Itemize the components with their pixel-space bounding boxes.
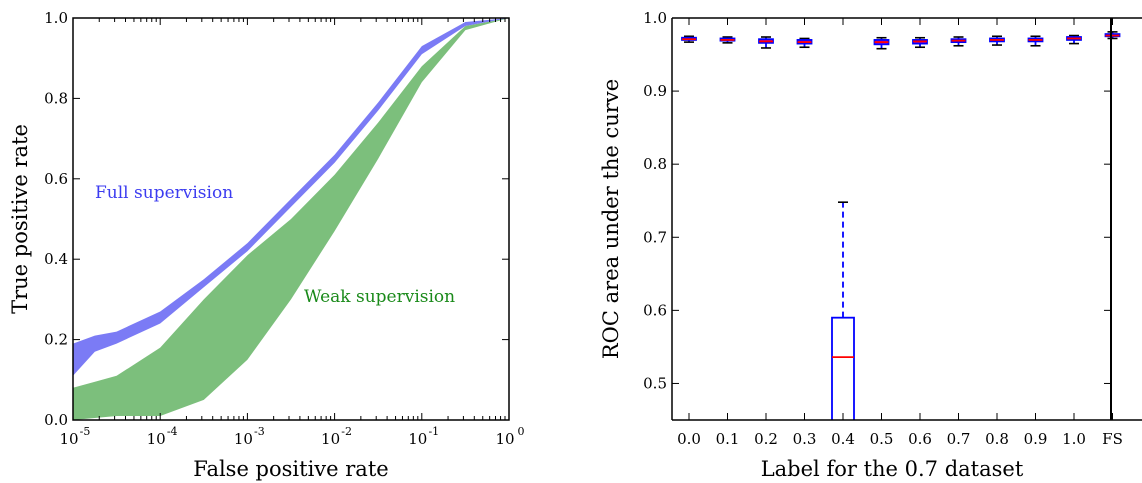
- left-axis-ticks: 10 -5 10 -4 10 -3 10 -2 10 -1 10 00.00.20.40.60.81.…: [44, 9, 524, 448]
- right-x-tick-label: 0.3: [793, 430, 817, 448]
- right-x-tick-label: 0.7: [947, 430, 971, 448]
- left-x-tick-label: 10: [59, 430, 78, 448]
- left-x-tick-label: 10: [495, 430, 514, 448]
- right-y-tick-label: 0.7: [643, 228, 667, 246]
- left-x-axis-label: False positive rate: [193, 457, 388, 481]
- left-x-tick-exponent: -4: [167, 425, 178, 438]
- left-y-tick-label: 1.0: [44, 9, 68, 27]
- right-y-tick-label: 0.8: [643, 155, 667, 173]
- weak-supervision-band: [73, 18, 509, 420]
- left-x-tick-exponent: -3: [254, 425, 265, 438]
- right-x-tick-label: 1.0: [1062, 430, 1086, 448]
- right-x-tick-label: 0.2: [754, 430, 778, 448]
- left-x-tick-label: 10: [234, 430, 253, 448]
- left-plot-frame: [72, 17, 510, 421]
- right-x-tick-label: 0.1: [716, 430, 740, 448]
- left-x-tick-exponent: -1: [428, 425, 439, 438]
- weak-supervision-label: Weak supervision: [304, 287, 455, 307]
- left-x-tick-exponent: -5: [80, 425, 91, 438]
- right-y-tick-label: 0.5: [643, 374, 667, 392]
- right-x-axis-label: Label for the 0.7 dataset: [761, 457, 1024, 481]
- right-y-tick-label: 1.0: [643, 9, 667, 27]
- full-supervision-label: Full supervision: [95, 183, 233, 203]
- left-x-tick-label: 10: [321, 430, 340, 448]
- left-y-tick-label: 0.4: [44, 250, 68, 268]
- roc-curve-panel: 10 -5 10 -4 10 -3 10 -2 10 -1 10 00.00.20.40.60.81.…: [8, 9, 525, 481]
- right-x-tick-label: 0.6: [908, 430, 932, 448]
- left-y-axis-label: True positive rate: [8, 124, 32, 314]
- boxplots: [681, 31, 1121, 420]
- left-x-tick-label: 10: [147, 430, 166, 448]
- right-x-tick-label: FS: [1102, 430, 1123, 448]
- right-x-tick-label: 0.9: [1024, 430, 1048, 448]
- right-axis-ticks: 0.0 0.1 0.2 0.3 0.4 0.5 0.6 0.7 0.8 0.9 1.0 FS 0.5 0.…: [643, 9, 1123, 448]
- left-y-tick-label: 0.8: [44, 89, 68, 107]
- right-x-tick-label: 0.8: [985, 430, 1009, 448]
- left-x-tick-exponent: -2: [341, 425, 352, 438]
- auc-boxplot-panel: 0.0 0.1 0.2 0.3 0.4 0.5 0.6 0.7 0.8 0.9 1.0 FS 0.5 0.…: [599, 9, 1142, 481]
- left-y-tick-label: 0.2: [44, 331, 68, 349]
- left-x-tick-exponent: 0: [518, 425, 525, 438]
- right-x-tick-label: 0.4: [831, 430, 855, 448]
- roc-bands: [73, 18, 509, 420]
- full-supervision-band: [73, 18, 509, 376]
- right-x-tick-label: 0.0: [677, 430, 701, 448]
- left-x-tick-label: 10: [408, 430, 427, 448]
- right-y-tick-label: 0.6: [643, 301, 667, 319]
- right-x-tick-label: 0.5: [870, 430, 894, 448]
- left-y-tick-label: 0.6: [44, 170, 68, 188]
- right-y-tick-label: 0.9: [643, 82, 667, 100]
- right-y-axis-label: ROC area under the curve: [599, 79, 623, 359]
- box-iqr: [831, 316, 855, 420]
- left-y-tick-label: 0.0: [44, 411, 68, 429]
